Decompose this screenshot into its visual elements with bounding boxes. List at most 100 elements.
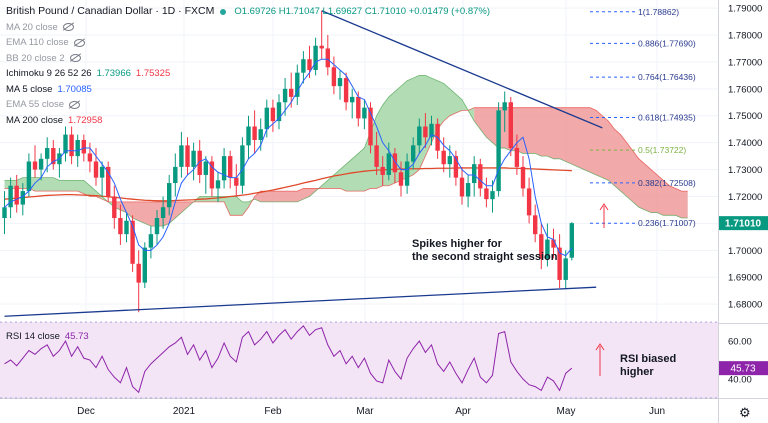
indicator-label: MA 5 close xyxy=(6,83,53,95)
indicator-row[interactable]: Ichimoku 9 26 52 26 1.73966 1.75325 xyxy=(6,66,490,82)
annotation-line: Spikes higher for xyxy=(412,238,503,250)
candle xyxy=(136,250,141,313)
indicator-row[interactable]: BB 20 close 2 xyxy=(6,51,490,67)
candle-body xyxy=(557,247,562,280)
indicator-row[interactable]: EMA 55 close xyxy=(6,97,490,113)
indicator-row[interactable]: MA 200 close 1.72958 xyxy=(6,113,490,129)
candle-body xyxy=(167,183,172,208)
indicator-label: BB 20 close 2 xyxy=(6,52,65,64)
eye-off-icon[interactable] xyxy=(69,54,81,63)
fibonacci-levels: 1(1.78862) 0.886(1.77690) 0.764(1.76436) 0.… xyxy=(590,7,696,228)
candle-body xyxy=(520,166,526,189)
indicator-value: 1.73966 xyxy=(96,68,131,79)
candle-body xyxy=(14,185,19,205)
cloud-bullish xyxy=(321,75,475,192)
candle-body xyxy=(203,161,208,175)
candle-body xyxy=(130,220,135,264)
candle-body xyxy=(447,156,452,165)
candle-body xyxy=(8,185,13,208)
candle xyxy=(325,34,330,76)
candle-body xyxy=(2,207,7,219)
candle xyxy=(106,161,111,202)
candle xyxy=(496,102,501,197)
rsi-label[interactable]: RSI 14 close xyxy=(6,331,60,342)
cloud-bullish xyxy=(4,177,115,208)
indicator-value: 1.70085 xyxy=(57,83,92,95)
eye-off-icon[interactable] xyxy=(62,23,74,32)
rsi-tick-label: 60.00 xyxy=(728,337,752,348)
candle-body xyxy=(429,123,434,138)
candle xyxy=(533,204,538,243)
indicator-row[interactable]: MA 5 close 1.70085 xyxy=(6,82,490,98)
candle xyxy=(520,156,526,197)
rsi-line xyxy=(4,325,573,394)
candle xyxy=(484,177,489,208)
last-price-text: 1.71010 xyxy=(725,219,762,230)
candle xyxy=(398,161,404,197)
candle-body xyxy=(209,161,215,189)
candle-body xyxy=(142,247,147,283)
candle xyxy=(167,174,172,216)
price-tick-label: 1.68000 xyxy=(728,300,762,311)
candle-body xyxy=(398,172,404,186)
candle-body xyxy=(417,126,422,146)
time-tick-label: Apr xyxy=(455,406,471,417)
candle-body xyxy=(484,188,489,200)
candle-body xyxy=(87,153,93,162)
candle xyxy=(514,134,520,175)
candle-body xyxy=(533,215,538,235)
last-price-box: 1.71010 xyxy=(719,216,768,231)
eye-off-icon[interactable] xyxy=(73,38,85,47)
annotations: Spikes higher for the second straight ses… xyxy=(412,203,676,378)
time-tick-label: Mar xyxy=(356,406,374,417)
price-tick-label: 1.76000 xyxy=(728,84,762,95)
fib-level-label: 0.382(1.72508) xyxy=(638,178,696,188)
candle xyxy=(154,209,160,245)
candle xyxy=(14,174,19,213)
candles xyxy=(2,10,574,313)
time-tick-label: 2021 xyxy=(173,406,196,417)
candle-body xyxy=(514,148,520,167)
price-axis: 1.79000 1.78000 1.77000 1.76000 1.75000 1.740… xyxy=(719,4,768,311)
time-tick-label: Feb xyxy=(264,406,282,417)
candle xyxy=(545,223,550,267)
indicator-row[interactable]: MA 20 close xyxy=(6,20,490,36)
candle xyxy=(173,153,178,197)
candle-body xyxy=(197,150,202,175)
candle-body xyxy=(411,145,416,162)
senkou-span-b xyxy=(4,107,688,216)
candle-body xyxy=(453,156,459,178)
legend: British Pound / Canadian Dollar · 1D · F… xyxy=(6,4,490,128)
indicator-value: 1.72958 xyxy=(68,114,103,126)
rsi-up-arrow-head-icon xyxy=(595,343,605,351)
candle xyxy=(234,164,239,197)
candle-body xyxy=(112,196,117,219)
candle-body xyxy=(563,258,568,280)
candle xyxy=(508,96,513,157)
candle xyxy=(252,110,257,154)
candle xyxy=(374,131,379,175)
candle-body xyxy=(459,177,465,197)
candle-body xyxy=(264,107,269,130)
candle-body xyxy=(154,218,160,235)
candle-body xyxy=(343,78,349,103)
candle xyxy=(203,156,208,194)
candle-body xyxy=(289,88,294,97)
symbol-title[interactable]: British Pound / Canadian Dollar · 1D · F… xyxy=(6,5,215,17)
candle-body xyxy=(51,148,56,165)
candle-body xyxy=(551,239,556,248)
eye-off-icon[interactable] xyxy=(69,100,81,109)
price-tick-label: 1.77000 xyxy=(728,57,762,68)
indicator-row[interactable]: EMA 110 close xyxy=(6,35,490,51)
candle-body xyxy=(124,220,129,235)
candle-body xyxy=(325,48,330,68)
candle-body xyxy=(160,207,166,219)
candle xyxy=(32,145,38,178)
gear-icon[interactable]: ⚙ xyxy=(739,405,751,420)
candle xyxy=(557,234,562,289)
rsi-value-bg xyxy=(719,361,768,376)
candle-body xyxy=(270,107,276,122)
market-status-icon xyxy=(220,8,227,15)
